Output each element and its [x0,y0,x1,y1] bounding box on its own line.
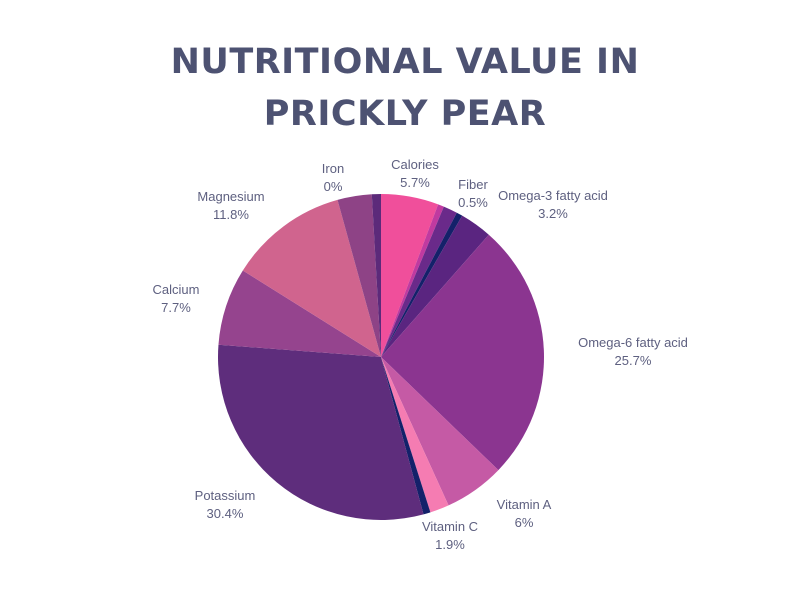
slice-label-value: 6% [514,515,534,530]
slice-label-calories: Calories 5.7% [391,156,439,192]
chart-title: NUTRITIONAL VALUE IN PRICKLY PEAR [0,36,800,140]
slice-label-value: 0.5% [458,195,488,210]
pie-slice-iron [371,194,381,357]
slice-label-value: 25.7% [614,353,652,368]
slice-label-name: Potassium [194,488,256,503]
slice-label-omega-6-fatty-acid: Omega-6 fatty acid 25.7% [578,334,688,370]
slice-label-value: 5.7% [400,175,430,190]
slice-label-value: 11.8% [213,207,249,222]
pie-slice-unlabeled-8 [381,357,431,515]
slice-label-name: Vitamin C [421,519,479,534]
slice-label-vitamin-c: Vitamin C 1.9% [422,518,478,554]
slice-label-calcium: Calcium 7.7% [153,281,200,317]
slice-label-name: Iron [321,161,345,176]
pie-slice-vitamin-a [381,357,499,506]
slice-label-iron: Iron 0% [322,160,344,196]
slice-label-omega-3-fatty-acid: Omega-3 fatty acid 3.2% [498,187,608,223]
slice-label-fiber: Fiber 0.5% [458,176,488,212]
slice-label-name: Magnesium [197,189,265,204]
slice-label-name: Fiber [458,177,488,192]
pie-slice-calcium [218,270,381,357]
slice-label-value: 7.7% [161,300,191,315]
slice-label-vitamin-a: Vitamin A 6% [497,496,552,532]
pie-slice-potassium [218,344,424,520]
pie-slice-vitamin-c [381,357,449,513]
slice-label-name: Calories [391,157,439,172]
slice-label-value: 0% [323,179,343,194]
slice-label-value: 3.2% [538,206,568,221]
pie-slice-fiber [381,206,457,357]
pie-slice-unlabeled-3 [381,212,463,357]
pie-slice-omega-6-fatty-acid [381,234,544,471]
slice-label-potassium: Potassium 30.4% [195,487,256,523]
slice-label-name: Omega-6 fatty acid [578,335,688,350]
pie-slice-calories [381,194,439,357]
pie-slice-magnesium [242,199,381,357]
slice-label-name: Vitamin A [496,497,552,512]
slice-label-value: 1.9% [435,537,465,552]
slice-label-value: 30.4% [206,506,244,521]
chart-title-line-1: NUTRITIONAL VALUE IN [170,42,640,82]
slice-label-name: Omega-3 fatty acid [498,188,608,203]
slice-label-name: Calcium [152,282,200,297]
pie-slice-omega-3-fatty-acid [381,215,489,357]
slice-label-magnesium: Magnesium 11.8% [197,188,264,224]
pie-slice-unlabeled-1 [381,204,444,357]
pie-slice-unlabeled-12 [337,194,381,357]
chart-title-line-2: PRICKLY PEAR [263,94,547,134]
